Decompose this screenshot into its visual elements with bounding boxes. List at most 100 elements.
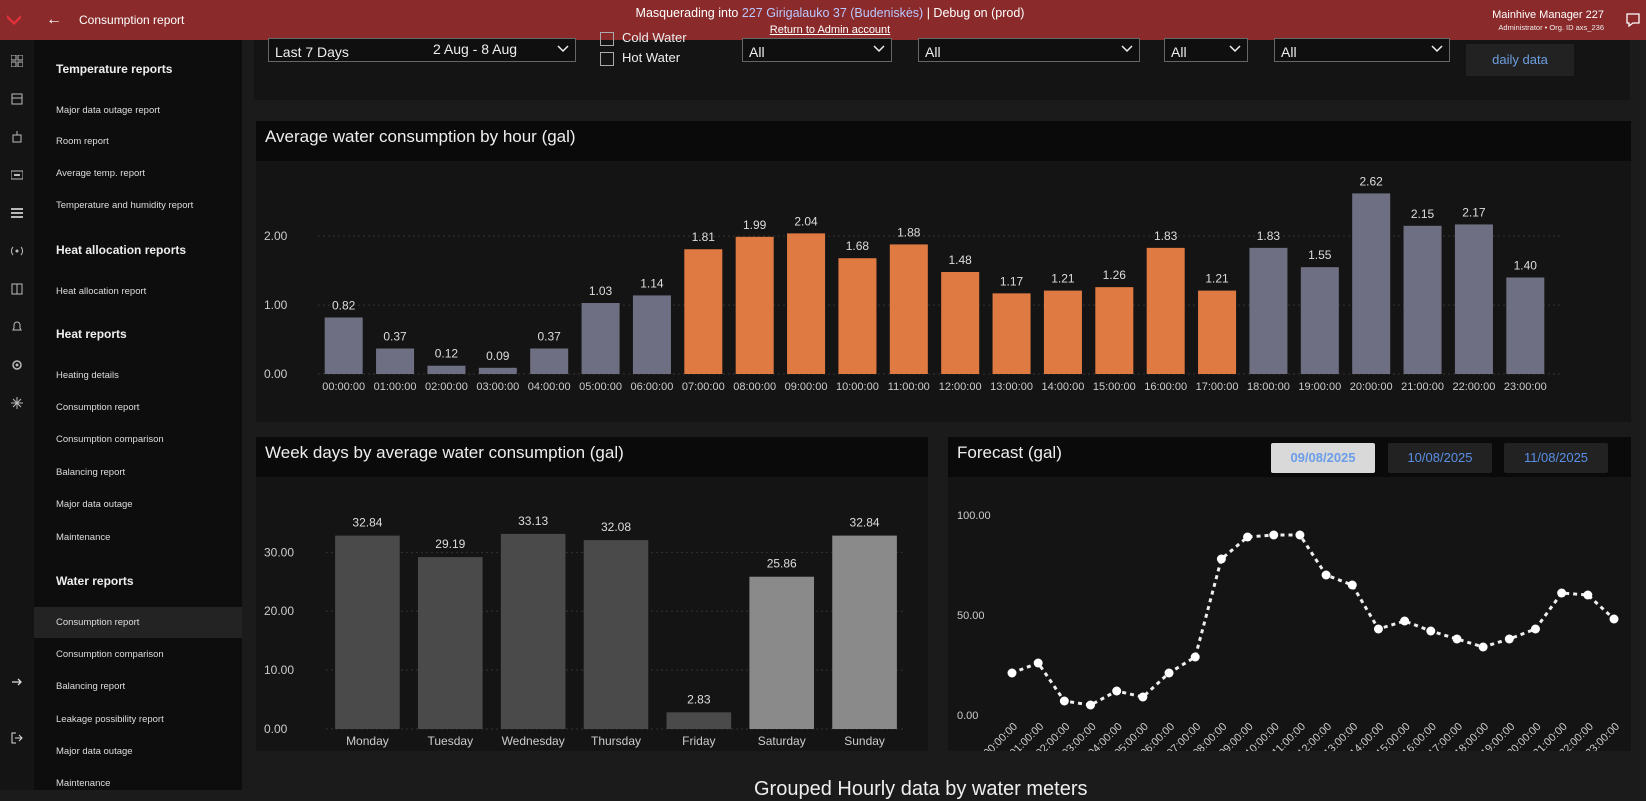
x-tick-label: 17:00:00 xyxy=(1196,381,1239,393)
return-admin-link[interactable]: Return to Admin account xyxy=(769,24,891,36)
bar xyxy=(376,348,415,374)
filter-select-4[interactable]: All xyxy=(1274,38,1450,62)
logout-icon[interactable] xyxy=(8,729,26,747)
forecast-point xyxy=(1138,692,1148,702)
period-value: Last 7 Days xyxy=(275,44,349,60)
dashboard-icon[interactable] xyxy=(8,52,26,70)
forecast-point xyxy=(1452,634,1462,644)
bar-value-label: 1.83 xyxy=(1257,229,1281,243)
daily-data-button[interactable]: daily data xyxy=(1466,44,1574,76)
bar xyxy=(889,244,928,374)
x-tick-label: 16:00:00 xyxy=(1144,381,1187,393)
sidebar-item-water-consumption-report[interactable]: Consumption report xyxy=(56,617,140,628)
sidebar-item-temp-humidity[interactable]: Temperature and humidity report xyxy=(56,200,194,211)
chevron-down-icon xyxy=(1431,45,1443,53)
device-icon[interactable] xyxy=(8,128,26,146)
y-tick-label: 10.00 xyxy=(264,663,294,677)
sidebar-item-water-balancing-report[interactable]: Balancing report xyxy=(56,681,126,692)
bell-icon[interactable] xyxy=(8,318,26,336)
filter-select-1[interactable]: All xyxy=(742,38,892,62)
sidebar-item-water-consumption-comparison[interactable]: Consumption comparison xyxy=(56,649,164,660)
forecast-date-1-button[interactable]: 09/08/2025 xyxy=(1271,443,1375,473)
sidebar-item-heat-consumption-comparison[interactable]: Consumption comparison xyxy=(56,434,164,445)
forecast-chart-title: Forecast (gal) xyxy=(957,443,1062,462)
sidebar-section-temperature: Temperature reports xyxy=(56,62,173,76)
y-tick-label: 0.00 xyxy=(264,722,288,736)
bar-value-label: 1.81 xyxy=(692,230,716,244)
y-tick-label: 20.00 xyxy=(264,604,294,618)
filter-select-3[interactable]: All xyxy=(1164,38,1248,62)
back-arrow-icon[interactable]: ← xyxy=(46,11,62,28)
tools-icon[interactable] xyxy=(8,394,26,412)
x-tick-label: 06:00:00 xyxy=(631,381,674,393)
masquerade-banner: Masquerading into 227 Girigalauko 37 (Bu… xyxy=(540,5,1120,38)
filter-select-2[interactable]: All xyxy=(918,38,1140,62)
bar-value-label: 1.83 xyxy=(1154,229,1178,243)
sidebar-item-room-report[interactable]: Room report xyxy=(56,136,109,147)
hot-water-checkbox[interactable] xyxy=(600,52,614,66)
forecast-point xyxy=(1373,624,1383,634)
forecast-date-2-button[interactable]: 10/08/2025 xyxy=(1388,443,1492,473)
forecast-point xyxy=(1321,570,1331,580)
signal-icon[interactable] xyxy=(8,242,26,260)
bar xyxy=(581,303,620,374)
forecast-point xyxy=(1007,668,1017,678)
bar-value-label: 2.17 xyxy=(1462,205,1486,219)
building-icon[interactable] xyxy=(8,90,26,108)
bar-value-label: 0.09 xyxy=(486,349,510,363)
x-tick-label: 03:00:00 xyxy=(476,381,519,393)
cold-water-checkbox[interactable] xyxy=(600,32,614,46)
x-tick-label: Tuesday xyxy=(427,734,473,748)
sidebar-item-water-maintenance[interactable]: Maintenance xyxy=(56,778,111,789)
bar-value-label: 0.37 xyxy=(383,329,407,343)
sidebar-item-heat-consumption-report[interactable]: Consumption report xyxy=(56,402,140,413)
bar-value-label: 32.84 xyxy=(850,516,880,530)
sidebar-item-major-data-outage-report[interactable]: Major data outage report xyxy=(56,105,161,116)
sidebar-item-heat-major-data-outage[interactable]: Major data outage xyxy=(56,499,133,510)
user-menu[interactable]: Mainhive Manager 227 Administrator • Org… xyxy=(1492,9,1604,34)
sidebar-item-water-major-data-outage[interactable]: Major data outage xyxy=(56,746,133,757)
period-range: 2 Aug - 8 Aug xyxy=(433,41,518,57)
sidebar-item-heat-allocation-report[interactable]: Heat allocation report xyxy=(56,286,147,297)
x-tick-label: 22:00:00 xyxy=(1453,381,1496,393)
sidebar-item-average-temp[interactable]: Average temp. report xyxy=(56,168,146,179)
sidebar-item-leakage-possibility-report[interactable]: Leakage possibility report xyxy=(56,714,164,725)
forecast-point xyxy=(1295,530,1305,540)
sidebar-item-heating-details[interactable]: Heating details xyxy=(56,370,119,381)
period-select[interactable]: Last 7 Days 2 Aug - 8 Aug xyxy=(268,38,576,62)
x-tick-label: 10:00:00 xyxy=(836,381,879,393)
bar-value-label: 2.62 xyxy=(1360,174,1384,188)
filter-panel: Last 7 Days 2 Aug - 8 Aug Cold Water Hot… xyxy=(254,30,1630,100)
expand-arrow-icon[interactable] xyxy=(8,673,26,691)
bar xyxy=(1095,287,1134,374)
book-icon[interactable] xyxy=(8,280,26,298)
sidebar-item-heat-balancing-report[interactable]: Balancing report xyxy=(56,467,126,478)
forecast-point xyxy=(1112,686,1122,696)
meter-icon[interactable] xyxy=(8,166,26,184)
forecast-chart-header: Forecast (gal) 09/08/2025 10/08/2025 11/… xyxy=(948,437,1631,477)
x-tick-label: 02:00:00 xyxy=(425,381,468,393)
chat-help-icon[interactable] xyxy=(1624,11,1642,29)
bar xyxy=(1300,267,1339,374)
sidebar-section-water: Water reports xyxy=(56,574,134,588)
main-content: Last 7 Days 2 Aug - 8 Aug Cold Water Hot… xyxy=(242,30,1646,800)
reports-list-icon[interactable] xyxy=(8,204,26,222)
x-tick-label: 01:00:00 xyxy=(374,381,417,393)
masquerade-org[interactable]: 227 Girigalauko 37 (Budeniskės) xyxy=(741,6,924,20)
x-tick-label: Monday xyxy=(346,734,389,748)
forecast-date-3-button[interactable]: 11/08/2025 xyxy=(1504,443,1608,473)
x-tick-label: 04:00:00 xyxy=(528,381,571,393)
sidebar-item-heat-maintenance[interactable]: Maintenance xyxy=(56,532,111,543)
settings-icon[interactable] xyxy=(8,356,26,374)
y-tick-label: 2.00 xyxy=(264,229,288,243)
forecast-point xyxy=(1347,580,1357,590)
bar xyxy=(1403,225,1442,374)
hourly-chart-header: Average water consumption by hour (gal) xyxy=(256,121,1631,161)
x-tick-label: 13:00:00 xyxy=(990,381,1033,393)
bar xyxy=(324,317,363,374)
x-tick-label: 20:00:00 xyxy=(1350,381,1393,393)
brand-logo-icon[interactable] xyxy=(6,12,22,28)
forecast-line xyxy=(1011,533,1616,707)
bar xyxy=(530,348,569,374)
bar xyxy=(1249,247,1288,374)
